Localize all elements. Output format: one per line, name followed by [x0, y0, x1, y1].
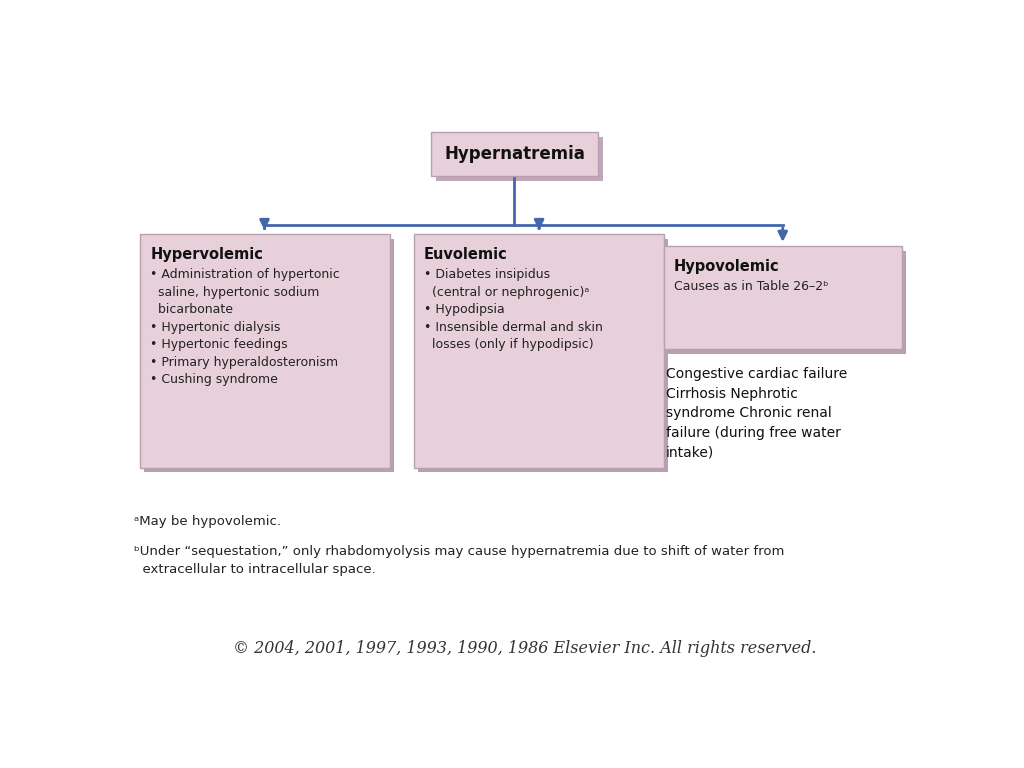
FancyBboxPatch shape	[436, 137, 602, 181]
FancyBboxPatch shape	[414, 234, 664, 468]
Text: Hypernatremia: Hypernatremia	[444, 145, 585, 164]
Text: ᵇUnder “sequestation,” only rhabdomyolysis may cause hypernatremia due to shift : ᵇUnder “sequestation,” only rhabdomyolys…	[134, 545, 784, 575]
Text: • Administration of hypertonic
  saline, hypertonic sodium
  bicarbonate
• Hyper: • Administration of hypertonic saline, h…	[151, 268, 340, 386]
Text: Congestive cardiac failure
Cirrhosis Nephrotic
syndrome Chronic renal
failure (d: Congestive cardiac failure Cirrhosis Nep…	[666, 367, 847, 459]
FancyBboxPatch shape	[431, 132, 598, 177]
Text: Hypovolemic: Hypovolemic	[674, 259, 779, 274]
FancyBboxPatch shape	[143, 239, 394, 472]
Text: © 2004, 2001, 1997, 1993, 1990, 1986 Elsevier Inc. All rights reserved.: © 2004, 2001, 1997, 1993, 1990, 1986 Els…	[233, 640, 816, 657]
FancyBboxPatch shape	[668, 250, 905, 354]
Text: Hypervolemic: Hypervolemic	[151, 247, 263, 262]
FancyBboxPatch shape	[664, 246, 902, 349]
FancyBboxPatch shape	[140, 234, 390, 468]
Text: • Diabetes insipidus
  (central or nephrogenic)ᵃ
• Hypodipsia
• Insensible derma: • Diabetes insipidus (central or nephrog…	[424, 268, 603, 352]
Text: Euvolemic: Euvolemic	[424, 247, 508, 262]
Text: Causes as in Table 26–2ᵇ: Causes as in Table 26–2ᵇ	[674, 280, 828, 293]
Text: ᵃMay be hypovolemic.: ᵃMay be hypovolemic.	[134, 515, 282, 528]
FancyBboxPatch shape	[418, 239, 668, 472]
